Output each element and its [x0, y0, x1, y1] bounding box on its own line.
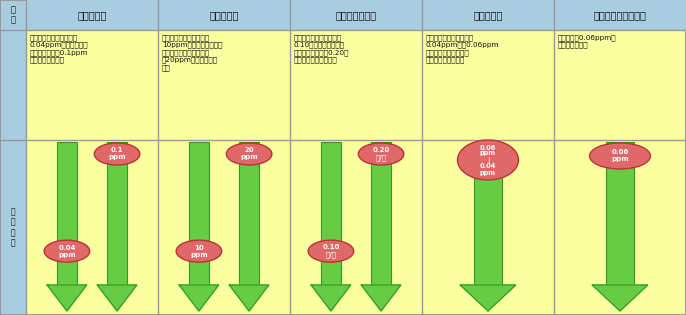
Text: １時間値が0.06ppm以
下であること。: １時間値が0.06ppm以 下であること。 [558, 34, 617, 48]
Text: 20
ppm: 20 ppm [240, 147, 258, 161]
Polygon shape [362, 285, 401, 311]
Bar [0, 0, 26, 315]
Text: 光化学オキシダント: 光化学オキシダント [593, 10, 646, 20]
Bar [57, 142, 78, 285]
Ellipse shape [308, 240, 354, 262]
Text: 0.06
ppm
|
0.04
ppm: 0.06 ppm | 0.04 ppm [480, 145, 496, 175]
Text: 0.1
ppm: 0.1 ppm [108, 147, 126, 161]
Bar [320, 142, 341, 285]
Polygon shape [592, 285, 648, 311]
Polygon shape [97, 285, 137, 311]
Text: １時間値の１日平均値が
0.04ppm以下でありか
つ、１時間値が0.1ppm
以下であること。: １時間値の１日平均値が 0.04ppm以下でありか つ、１時間値が0.1ppm … [30, 34, 88, 63]
Ellipse shape [358, 143, 404, 165]
Polygon shape [47, 285, 86, 311]
Polygon shape [311, 285, 351, 311]
Bar [371, 142, 392, 285]
Ellipse shape [176, 240, 222, 262]
Text: １時間値の１日平均値が
10ppm以下でありかつ、
１時間値の８時間平均値
が20ppm以下であるこ
と。: １時間値の１日平均値が 10ppm以下でありかつ、 １時間値の８時間平均値 が2… [162, 34, 222, 71]
Text: 一酸化炭素: 一酸化炭素 [209, 10, 239, 20]
Text: １時間値の１日平均値が
0.04ppmから0.06ppm
までのゾーン内又はそ
れ以下であること。: １時間値の１日平均値が 0.04ppmから0.06ppm までのゾーン内又はそ … [426, 34, 499, 63]
Ellipse shape [44, 240, 90, 262]
Bar [239, 142, 259, 285]
Bar [606, 142, 635, 285]
Ellipse shape [458, 140, 519, 180]
Text: 0.04
ppm: 0.04 ppm [58, 245, 75, 258]
Bar [107, 142, 128, 285]
Bar [189, 142, 209, 285]
Polygon shape [229, 285, 269, 311]
Text: 0.20
㎎/㎥: 0.20 ㎎/㎥ [372, 147, 390, 161]
Text: 10
ppm: 10 ppm [190, 245, 208, 258]
Text: 二酸化硫黄: 二酸化硫黄 [78, 10, 107, 20]
Text: 浮遊粒子状物質: 浮遊粒子状物質 [335, 10, 377, 20]
Ellipse shape [94, 143, 140, 165]
Bar [26, 0, 686, 30]
Text: 0.06
ppm: 0.06 ppm [611, 150, 629, 163]
Text: 環
境
基
準: 環 境 基 準 [11, 207, 15, 248]
Ellipse shape [589, 143, 650, 169]
Polygon shape [179, 285, 219, 311]
Text: 0.10
㎎/㎥: 0.10 ㎎/㎥ [322, 244, 340, 258]
Text: １時間値の１日平均値が
0.10㎎／㎥以下であり
かつ、１時間値が0.20㎎
／㎥以下であること。: １時間値の１日平均値が 0.10㎎／㎥以下であり かつ、１時間値が0.20㎎ ／… [294, 34, 349, 63]
Polygon shape [460, 285, 516, 311]
Ellipse shape [226, 143, 272, 165]
Text: 物
質: 物 質 [10, 5, 16, 25]
Bar [473, 142, 502, 285]
Text: 二酸化窒素: 二酸化窒素 [473, 10, 503, 20]
